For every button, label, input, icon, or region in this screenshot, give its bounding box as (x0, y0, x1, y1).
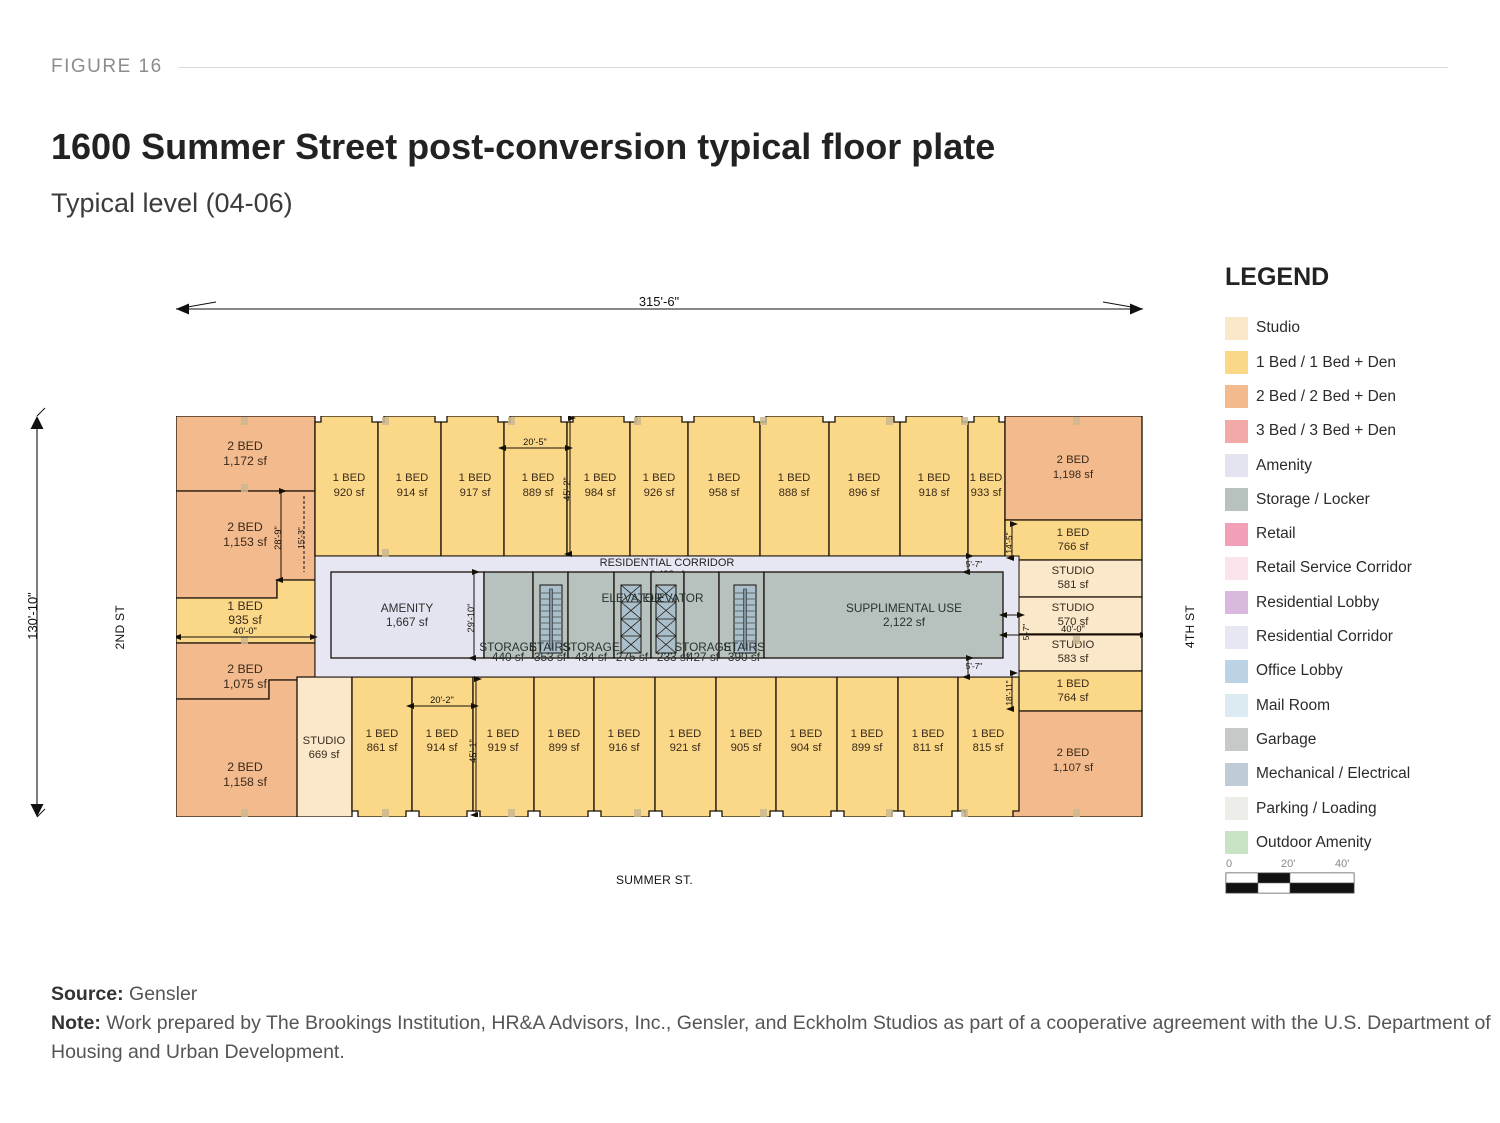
svg-text:1 BED: 1 BED (790, 728, 823, 740)
svg-text:766 sf: 766 sf (1058, 541, 1090, 553)
svg-text:427 sf: 427 sf (687, 650, 720, 664)
svg-text:920 sf: 920 sf (334, 487, 366, 499)
svg-text:RESIDENTIAL CORRIDOR: RESIDENTIAL CORRIDOR (600, 557, 735, 569)
svg-text:20': 20' (1281, 858, 1295, 870)
svg-text:2 BED: 2 BED (227, 439, 263, 453)
svg-text:45'-1": 45'-1" (468, 739, 478, 763)
svg-text:984 sf: 984 sf (585, 487, 617, 499)
svg-text:1 BED: 1 BED (584, 472, 617, 484)
svg-text:1,153 sf: 1,153 sf (223, 535, 267, 549)
svg-text:14'-5": 14'-5" (1004, 532, 1014, 553)
svg-text:390 sf: 390 sf (728, 650, 761, 664)
svg-text:888 sf: 888 sf (779, 487, 811, 499)
svg-text:1 BED: 1 BED (918, 472, 951, 484)
svg-text:1 BED: 1 BED (643, 472, 676, 484)
svg-text:1,158 sf: 1,158 sf (223, 775, 267, 789)
svg-text:815 sf: 815 sf (973, 742, 1005, 754)
svg-text:669 sf: 669 sf (309, 749, 341, 761)
svg-text:918 sf: 918 sf (919, 487, 951, 499)
svg-text:1 BED: 1 BED (851, 728, 884, 740)
svg-text:861 sf: 861 sf (367, 742, 399, 754)
svg-text:AMENITY: AMENITY (381, 601, 434, 615)
svg-text:904 sf: 904 sf (791, 742, 823, 754)
svg-text:15'-3": 15'-3" (296, 527, 306, 549)
svg-text:916 sf: 916 sf (609, 742, 641, 754)
svg-text:1 BED: 1 BED (912, 728, 945, 740)
svg-text:905 sf: 905 sf (731, 742, 763, 754)
svg-text:581 sf: 581 sf (1058, 579, 1090, 591)
svg-text:1 BED: 1 BED (972, 728, 1005, 740)
svg-text:2 BED: 2 BED (1057, 747, 1090, 759)
svg-text:1 BED: 1 BED (669, 728, 702, 740)
svg-text:1,107 sf: 1,107 sf (1053, 762, 1094, 774)
svg-text:811 sf: 811 sf (913, 742, 944, 754)
svg-text:935 sf: 935 sf (228, 613, 262, 627)
svg-text:919 sf: 919 sf (488, 742, 520, 754)
svg-text:5'-7": 5'-7" (1021, 624, 1031, 641)
svg-text:315'-6": 315'-6" (639, 294, 680, 309)
svg-text:STUDIO: STUDIO (303, 735, 346, 747)
svg-text:1,198 sf: 1,198 sf (1053, 469, 1094, 481)
svg-text:1 BED: 1 BED (227, 599, 263, 613)
svg-text:1 BED: 1 BED (970, 472, 1003, 484)
svg-text:434 sf: 434 sf (575, 650, 608, 664)
svg-text:926 sf: 926 sf (644, 487, 676, 499)
svg-text:914 sf: 914 sf (427, 742, 459, 754)
svg-text:SUPPLIMENTAL USE: SUPPLIMENTAL USE (846, 601, 962, 615)
svg-text:ELEVATOR: ELEVATOR (643, 591, 704, 605)
svg-text:583 sf: 583 sf (1058, 653, 1090, 665)
svg-text:20'-5": 20'-5" (523, 437, 547, 447)
svg-text:764 sf: 764 sf (1058, 692, 1090, 704)
svg-text:2 BED: 2 BED (227, 662, 263, 676)
svg-text:1,667 sf: 1,667 sf (386, 615, 429, 629)
svg-text:40': 40' (1335, 858, 1349, 870)
svg-text:40'-0": 40'-0" (233, 626, 257, 636)
svg-text:1 BED: 1 BED (708, 472, 741, 484)
svg-text:1 BED: 1 BED (778, 472, 811, 484)
svg-text:2 BED: 2 BED (227, 760, 263, 774)
svg-text:STUDIO: STUDIO (1052, 565, 1095, 577)
svg-text:275 sf: 275 sf (616, 650, 649, 664)
svg-text:1,172 sf: 1,172 sf (223, 454, 267, 468)
svg-text:1 BED: 1 BED (1057, 527, 1090, 539)
svg-text:5'-7": 5'-7" (966, 661, 983, 671)
svg-text:958 sf: 958 sf (709, 487, 741, 499)
svg-text:896 sf: 896 sf (849, 487, 881, 499)
svg-text:1 BED: 1 BED (548, 728, 581, 740)
svg-text:2,122 sf: 2,122 sf (883, 615, 926, 629)
svg-text:40'-0": 40'-0" (1061, 624, 1085, 634)
svg-text:1 BED: 1 BED (487, 728, 520, 740)
svg-text:29'-10": 29'-10" (466, 604, 476, 633)
svg-text:899 sf: 899 sf (549, 742, 581, 754)
svg-text:1 BED: 1 BED (522, 472, 555, 484)
svg-text:1,075 sf: 1,075 sf (223, 677, 267, 691)
svg-text:1 BED: 1 BED (366, 728, 399, 740)
svg-text:2 BED: 2 BED (227, 520, 263, 534)
svg-text:STUDIO: STUDIO (1052, 602, 1095, 614)
svg-text:1 BED: 1 BED (730, 728, 763, 740)
svg-text:914 sf: 914 sf (397, 487, 429, 499)
svg-text:1 BED: 1 BED (333, 472, 366, 484)
svg-text:917 sf: 917 sf (460, 487, 492, 499)
svg-text:889 sf: 889 sf (523, 487, 555, 499)
svg-text:921 sf: 921 sf (670, 742, 702, 754)
svg-text:933 sf: 933 sf (971, 487, 1003, 499)
svg-text:18'-11": 18'-11" (1004, 680, 1014, 705)
svg-text:899 sf: 899 sf (852, 742, 884, 754)
svg-text:2 BED: 2 BED (1057, 454, 1090, 466)
svg-text:1 BED: 1 BED (426, 728, 459, 740)
svg-text:1 BED: 1 BED (1057, 678, 1090, 690)
svg-text:130'-10": 130'-10" (25, 592, 40, 640)
svg-text:1 BED: 1 BED (608, 728, 641, 740)
svg-text:1 BED: 1 BED (396, 472, 429, 484)
svg-text:28'-9": 28'-9" (273, 526, 283, 550)
svg-text:45'-2": 45'-2" (562, 477, 572, 501)
svg-text:5'-7": 5'-7" (966, 559, 983, 569)
svg-text:0: 0 (1226, 858, 1232, 870)
svg-text:440 sf: 440 sf (492, 650, 525, 664)
svg-text:1 BED: 1 BED (459, 472, 492, 484)
svg-text:1 BED: 1 BED (848, 472, 881, 484)
svg-text:20'-2": 20'-2" (430, 695, 454, 705)
